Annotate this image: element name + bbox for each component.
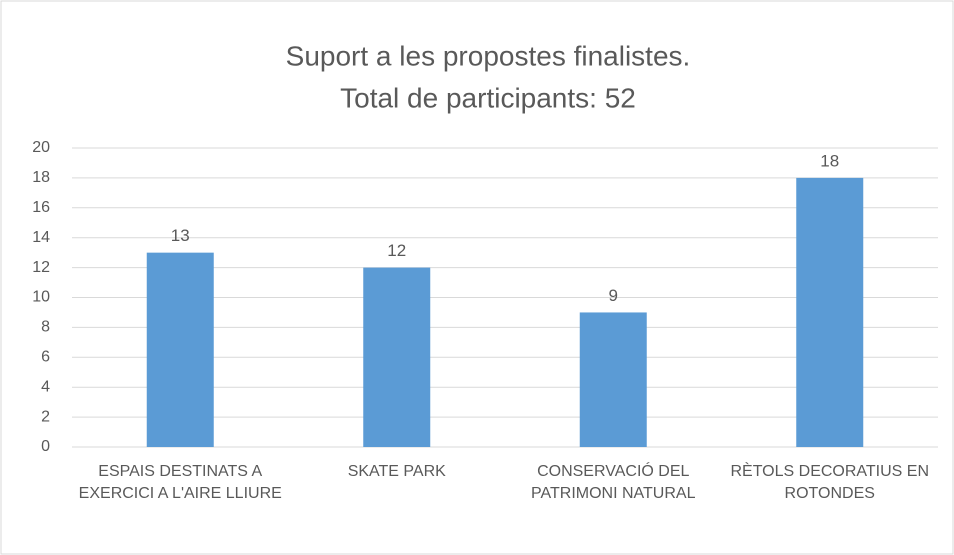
x-tick-label: CONSERVACIÓ DEL PATRIMONI NATURAL — [531, 463, 696, 502]
y-tick-label: 4 — [41, 378, 50, 395]
chart-subtitle: Total de participants: 52 — [340, 82, 636, 113]
x-tick-label: SKATE PARK — [347, 463, 446, 480]
data-label: 12 — [387, 241, 406, 260]
y-tick-label: 10 — [32, 289, 50, 306]
y-tick-label: 16 — [32, 199, 50, 216]
y-tick-label: 18 — [32, 169, 50, 186]
bar — [796, 177, 864, 447]
bar — [146, 252, 214, 447]
chart-title: Suport a les propostes finalistes. — [286, 40, 691, 71]
data-label: 9 — [609, 286, 618, 305]
data-label: 13 — [171, 226, 190, 245]
bar — [579, 312, 647, 447]
data-label: 18 — [820, 151, 839, 170]
y-tick-label: 0 — [41, 438, 50, 455]
y-tick-label: 2 — [41, 408, 50, 425]
y-tick-label: 14 — [32, 229, 50, 246]
y-tick-label: 6 — [41, 349, 50, 366]
x-tick-label: RÈTOLS DECORATIUS EN ROTONDES — [730, 463, 930, 502]
y-tick-label: 12 — [32, 259, 50, 276]
bar — [363, 267, 431, 447]
y-tick-label: 20 — [32, 139, 50, 156]
x-tick-label: ESPAIS DESTINATS A EXERCICI A L'AIRE LLI… — [78, 463, 282, 502]
y-tick-label: 8 — [41, 319, 50, 336]
